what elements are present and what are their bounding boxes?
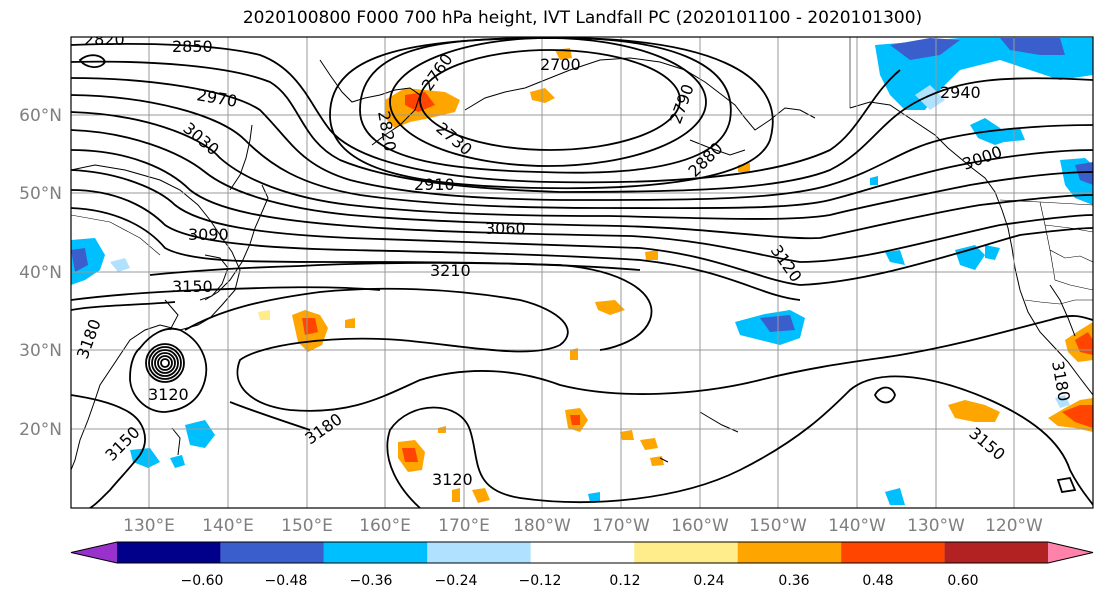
contour-label: 3120 <box>148 385 189 404</box>
lon-label: 150°W <box>749 516 807 536</box>
contour-label: 3210 <box>430 261 471 280</box>
lon-label: 120°W <box>985 516 1043 536</box>
colorbar-segment <box>634 542 738 563</box>
lon-label: 150°E <box>281 516 333 536</box>
lon-label: 160°E <box>359 516 411 536</box>
lat-label: 20°N <box>19 420 62 440</box>
colorbar-segment <box>427 542 531 563</box>
contour-label: 2850 <box>172 37 213 56</box>
borders <box>71 37 1093 305</box>
contour-label: 3150 <box>172 277 213 296</box>
lon-label: 170°W <box>592 516 650 536</box>
lon-label: 140°W <box>828 516 886 536</box>
lon-label: 140°E <box>202 516 254 536</box>
colorbar-tick-label: −0.60 <box>181 573 224 589</box>
colorbar-tick-label: 0.24 <box>693 573 724 589</box>
latitude-labels: 60°N 50°N 40°N 30°N 20°N <box>19 106 62 440</box>
contour-label: 2940 <box>940 83 981 102</box>
contour-label: 2700 <box>540 55 581 74</box>
lat-label: 30°N <box>19 341 62 361</box>
contour-label: 3060 <box>485 219 526 238</box>
colorbar-tick-labels: −0.60 −0.48 −0.36 −0.24 −0.12 0.12 0.24 … <box>181 573 979 589</box>
map-title: 2020100800 F000 700 hPa height, IVT Land… <box>242 8 923 28</box>
lon-label: 130°W <box>907 516 965 536</box>
lon-label: 160°W <box>671 516 729 536</box>
colorbar-segment <box>117 542 221 563</box>
colorbar-segment <box>220 542 324 563</box>
colorbar-tick-label: −0.48 <box>265 573 308 589</box>
lat-label: 40°N <box>19 263 62 283</box>
colorbar-tick-label: −0.12 <box>519 573 562 589</box>
lat-label: 60°N <box>19 106 62 126</box>
colorbar-segment <box>841 542 945 563</box>
lon-label: 180°W <box>513 516 571 536</box>
colorbar-segment <box>530 542 635 563</box>
contour-label: 3090 <box>188 225 229 244</box>
colorbar-extend-max <box>1048 542 1093 563</box>
contour-label: 3120 <box>432 470 473 489</box>
ivt-positive-shading <box>258 48 1093 503</box>
colorbar-extend-min <box>71 542 117 563</box>
colorbar-segment <box>323 542 428 563</box>
colorbar-tick-label: 0.36 <box>778 573 809 589</box>
contour-label: 2910 <box>414 175 455 194</box>
colorbar-tick-label: 0.48 <box>862 573 893 589</box>
longitude-labels: 130°E 140°E 150°E 160°E 170°E 180°W 170°… <box>123 516 1043 536</box>
colorbar-outline <box>70 541 1094 564</box>
lat-label: 50°N <box>19 184 62 204</box>
map-frame <box>70 36 1094 509</box>
colorbar-segment <box>737 542 842 563</box>
colorbar <box>70 541 1094 564</box>
contour-label: 2820 <box>84 30 125 49</box>
colorbar-tick-label: 0.12 <box>609 573 640 589</box>
lon-label: 170°E <box>438 516 490 536</box>
lon-label: 130°E <box>123 516 175 536</box>
colorbar-tick-label: 0.60 <box>947 573 978 589</box>
colorbar-tick-label: −0.24 <box>435 573 478 589</box>
colorbar-tick-label: −0.36 <box>350 573 393 589</box>
height-contours <box>71 37 1093 508</box>
graticule <box>71 37 1093 508</box>
colorbar-segment <box>944 542 1048 563</box>
